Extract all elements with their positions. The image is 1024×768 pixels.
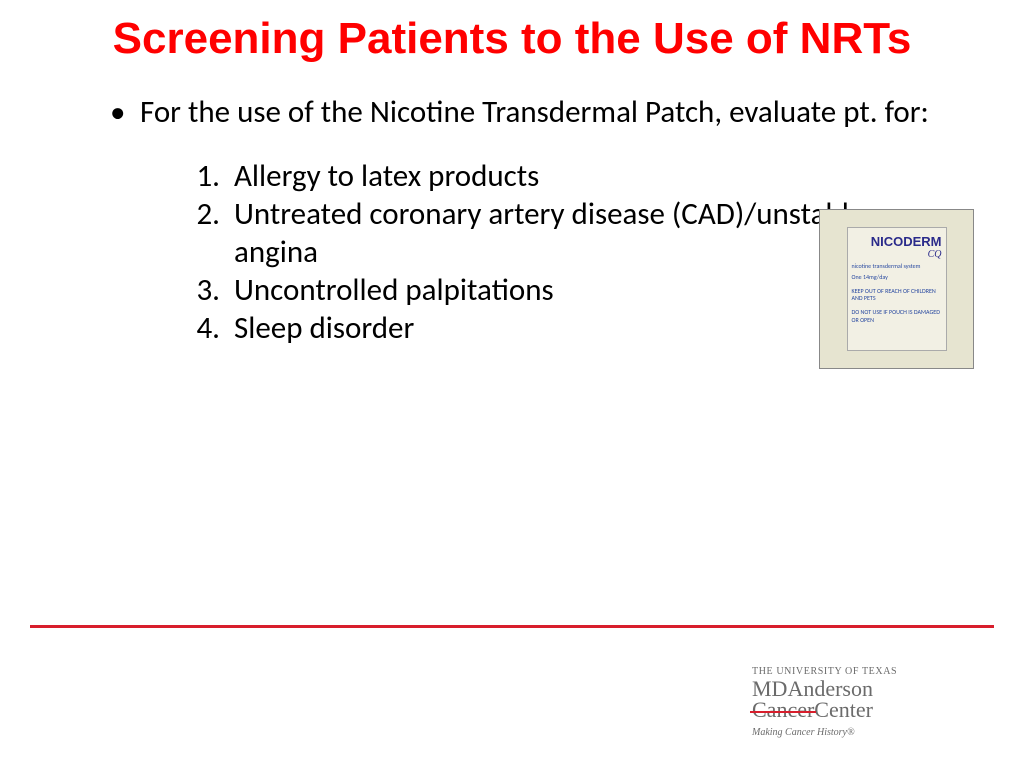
patch-box: NICODERM CQ nicotine transdermal system …: [847, 227, 947, 351]
list-number: 3.: [190, 271, 234, 309]
bullet-marker: •: [100, 93, 140, 131]
slide: Screening Patients to the Use of NRTs • …: [0, 0, 1024, 768]
numbered-list: 1. Allergy to latex products 2. Untreate…: [100, 157, 944, 347]
list-text: Allergy to latex products: [234, 157, 944, 195]
patch-fine: DO NOT USE IF POUCH IS DAMAGED OR OPEN: [852, 309, 942, 325]
patch-fine: KEEP OUT OF REACH OF CHILDREN AND PETS: [852, 288, 942, 304]
logo-center: Center: [814, 697, 873, 722]
footer-logo: THE UNIVERSITY OF TEXAS MDAnderson Cance…: [752, 666, 982, 738]
list-number: 2.: [190, 195, 234, 271]
bullet-text: For the use of the Nicotine Transdermal …: [140, 93, 944, 131]
logo-line2: CancerCenter: [752, 700, 982, 721]
list-item: 1. Allergy to latex products: [190, 157, 944, 195]
nicoderm-patch-image: NICODERM CQ nicotine transdermal system …: [819, 209, 974, 369]
list-number: 1.: [190, 157, 234, 195]
logo-tagline: Making Cancer History®: [752, 727, 982, 738]
bullet-item: • For the use of the Nicotine Transderma…: [100, 93, 944, 131]
slide-title: Screening Patients to the Use of NRTs: [40, 14, 984, 65]
patch-line: One 14mg/day: [852, 274, 942, 282]
patch-sub: CQ: [852, 249, 942, 260]
divider-line: [30, 625, 994, 628]
patch-line: nicotine transdermal system: [852, 263, 942, 271]
list-number: 4.: [190, 309, 234, 347]
logo-cancer-strike: Cancer: [752, 700, 814, 721]
patch-brand: NICODERM: [852, 234, 942, 249]
